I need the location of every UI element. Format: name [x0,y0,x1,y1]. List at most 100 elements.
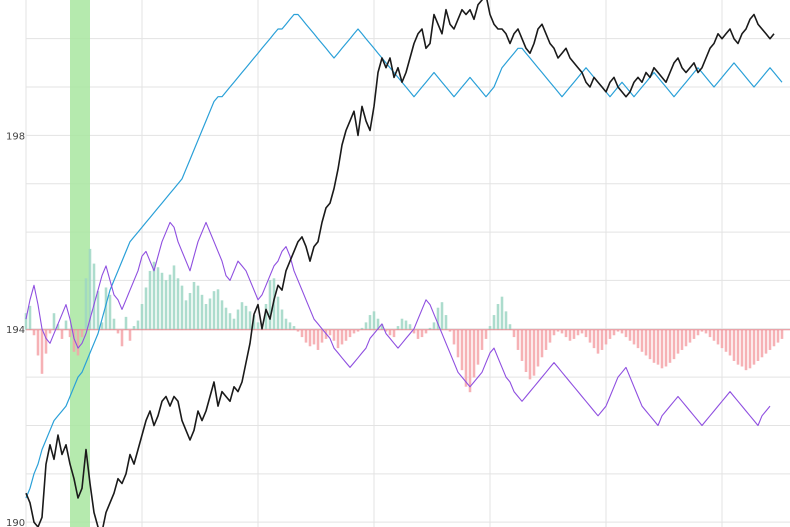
histogram-bar-37 [172,265,176,330]
histogram-bar-22 [112,318,116,330]
histogram-bar-5 [44,329,48,354]
histogram-bar-54 [240,302,244,330]
histogram-bars [24,248,784,393]
histogram-bar-68 [296,329,300,332]
histogram-bar-90 [384,329,388,332]
histogram-bar-127 [532,329,536,376]
histogram-bar-161 [668,329,672,363]
histogram-bar-87 [372,311,376,330]
histogram-bar-4 [40,329,44,374]
histogram-bar-99 [420,329,424,338]
histogram-bar-42 [192,281,196,330]
grid [25,0,790,527]
histogram-bar-21 [108,294,112,330]
histogram-bar-55 [244,305,248,330]
histogram-bar-121 [508,324,512,330]
histogram-bar-81 [348,329,352,338]
histogram-bar-35 [164,280,168,330]
histogram-bar-146 [608,329,612,339]
histogram-bar-173 [716,329,720,345]
histogram-bar-92 [392,329,396,338]
histogram-bar-169 [700,329,704,332]
histogram-bar-166 [688,329,692,343]
histogram-bar-126 [528,329,532,380]
y-tick-label-198: 198 [6,131,25,142]
histogram-bar-63 [276,296,280,330]
histogram-bar-7 [52,313,56,330]
histogram-bar-84 [360,327,364,330]
histogram-bar-137 [572,329,576,339]
histogram-bar-56 [248,311,252,330]
histogram-bar-185 [764,329,768,354]
histogram-bar-159 [660,329,664,369]
histogram-bar-100 [424,329,428,334]
histogram-bar-176 [728,329,732,356]
histogram-bar-147 [612,329,616,336]
histogram-bar-29 [140,304,144,330]
histogram-bar-189 [780,329,784,339]
histogram-bar-76 [328,329,332,336]
histogram-bar-155 [644,329,648,356]
histogram-bar-131 [548,329,552,343]
histogram-bar-49 [220,300,224,330]
histogram-bar-23 [116,329,120,334]
histogram-bar-83 [356,329,360,332]
histogram-bar-180 [744,329,748,371]
histogram-bar-106 [448,329,452,332]
histogram-bar-170 [704,329,708,334]
histogram-bar-80 [344,329,348,341]
histogram-bar-143 [596,329,600,354]
histogram-bar-163 [676,329,680,354]
histogram-bar-175 [724,329,728,352]
histogram-bar-36 [168,274,172,330]
histogram-bar-39 [180,285,184,330]
histogram-bar-152 [632,329,636,345]
histogram-bar-158 [656,329,660,365]
histogram-bar-64 [280,309,284,330]
histogram-bar-25 [124,316,128,330]
histogram-bar-82 [352,329,356,334]
histogram-bar-168 [696,329,700,336]
histogram-bar-77 [332,329,336,341]
histogram-bar-134 [560,329,564,334]
histogram-bar-67 [292,326,296,330]
histogram-bar-32 [152,261,156,330]
histogram-bar-112 [472,329,476,378]
histogram-bar-3 [36,329,40,356]
histogram-bar-46 [208,298,212,330]
histogram-bar-132 [552,329,556,336]
histogram-bar-0 [24,313,28,330]
histogram-bar-187 [772,329,776,347]
histogram-bar-33 [156,267,160,330]
histogram-bar-44 [200,294,204,330]
histogram-bar-28 [136,320,140,330]
histogram-bar-136 [568,329,572,341]
blue-series-line [25,13,783,499]
histogram-bar-26 [128,329,132,341]
histogram-bar-53 [236,309,240,330]
histogram-bar-43 [196,285,200,330]
histogram-bar-85 [364,322,368,330]
histogram-bar-52 [232,318,236,330]
histogram-bar-135 [564,329,568,338]
histogram-bar-109 [460,329,464,371]
histogram-bar-157 [652,329,656,363]
histogram-bar-184 [760,329,764,358]
histogram-bar-79 [340,329,344,345]
histogram-bar-130 [544,329,548,350]
histogram-bar-177 [732,329,736,361]
highlight-band-layer [70,0,90,527]
histogram-bar-50 [224,307,228,330]
histogram-bar-18 [96,291,100,330]
histogram-bar-9 [60,329,64,339]
histogram-bar-96 [408,324,412,330]
histogram-bar-20 [104,287,108,330]
histogram-bar-120 [504,311,508,330]
histogram-bar-128 [536,329,540,367]
histogram-bar-153 [636,329,640,349]
histogram-bar-179 [740,329,744,367]
histogram-bar-103 [436,307,440,330]
histogram-bar-15 [84,278,88,330]
histogram-bar-65 [284,318,288,330]
